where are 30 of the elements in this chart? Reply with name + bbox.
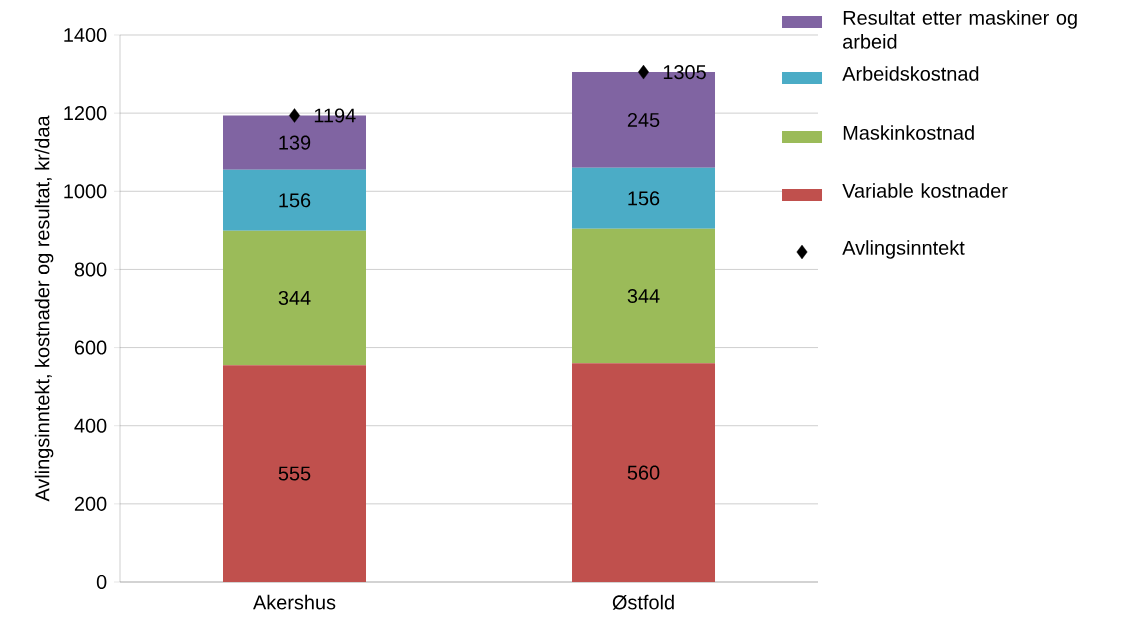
y-tick-label: 1400 — [64, 27, 107, 43]
legend-label: Variable kostnader — [842, 183, 1008, 198]
y-tick-label: 200 — [74, 496, 107, 511]
data-label: 560 — [627, 465, 660, 480]
data-label: 245 — [627, 112, 660, 128]
data-label: 555 — [278, 466, 311, 481]
bar — [572, 363, 716, 582]
legend-label: Maskinkostnad — [843, 125, 974, 140]
data-label: 139 — [279, 135, 311, 150]
y-tick-label: 600 — [74, 340, 107, 355]
legend-label: Avlingsinntekt — [842, 240, 965, 259]
y-tick-label: 1000 — [64, 184, 107, 199]
data-label: 156 — [279, 193, 311, 208]
legend-label: Arbeidskostnad — [842, 66, 979, 81]
bar — [572, 228, 716, 364]
legend-label: Resultat etter maskiner og arbeid — [843, 10, 1077, 49]
bar — [223, 365, 366, 582]
y-tick-label: 400 — [74, 418, 107, 433]
data-label: 156 — [628, 191, 660, 206]
y-tick-label: 800 — [74, 262, 107, 277]
x-tick-label: Østfold — [612, 594, 674, 610]
y-tick-label: 0 — [96, 574, 107, 590]
y-axis-title: Avlingsinntekt, kostnader og resultat, kr/daa — [34, 115, 54, 502]
data-label: 344 — [627, 288, 660, 304]
y-tick-label: 1200 — [64, 106, 107, 121]
bar — [223, 169, 366, 231]
data-label: 344 — [278, 290, 311, 305]
bar — [223, 230, 366, 366]
x-tick-label: Akershus — [253, 594, 336, 610]
bar — [572, 167, 716, 229]
